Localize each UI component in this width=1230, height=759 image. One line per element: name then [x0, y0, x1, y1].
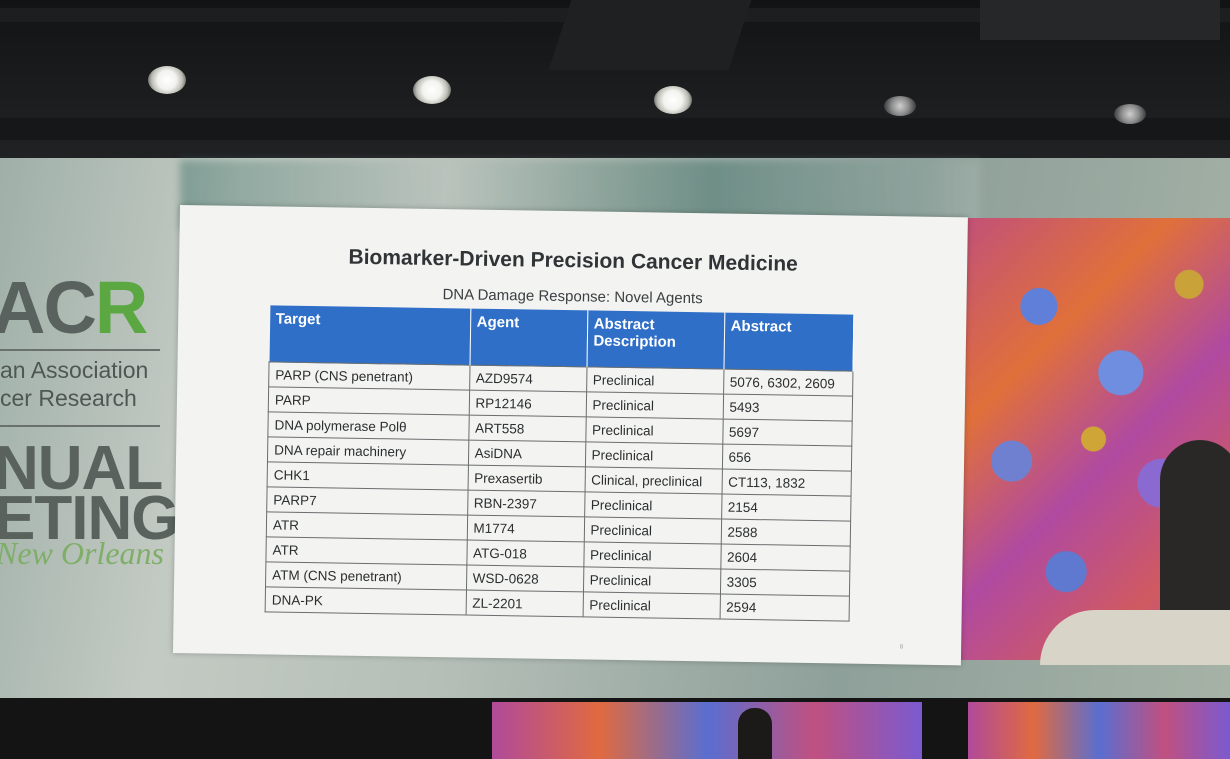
cell-abstract: 2154: [721, 494, 851, 522]
org-logo-accent-letter: R: [94, 266, 148, 349]
cell-description: Preclinical: [583, 516, 722, 545]
cell-abstract: 5493: [722, 394, 853, 422]
event-city: New Orleans: [0, 535, 164, 571]
presentation-slide: Biomarker-Driven Precision Cancer Medici…: [172, 205, 968, 666]
ceiling-truss: [980, 0, 1220, 40]
cell-target: ATR: [265, 536, 467, 566]
cell-target: ATR: [266, 511, 468, 541]
cell-description: Clinical, preclinical: [584, 466, 722, 495]
event-name-line-2: ETING: [0, 484, 179, 553]
cell-target: DNA-PK: [265, 586, 466, 616]
cell-abstract: 5697: [722, 419, 852, 447]
cell-target: CHK1: [267, 461, 468, 491]
person-silhouette: [738, 708, 772, 759]
column-header-abstract-description: Abstract Description: [586, 310, 725, 370]
agents-table: Target Agent Abstract Description Abstra…: [265, 305, 854, 622]
lower-screen-left: [492, 702, 922, 759]
column-header-abstract: Abstract: [723, 312, 854, 372]
conference-logo: ACR an Association cer Research NUAL ETI…: [0, 265, 180, 605]
cell-description: Preclinical: [583, 541, 721, 570]
column-header-agent: Agent: [469, 308, 588, 367]
podium: [1040, 610, 1230, 665]
cell-agent: ATG-018: [466, 540, 584, 567]
event-name-line-1: NUAL: [0, 434, 163, 503]
cell-agent: AsiDNA: [467, 440, 586, 467]
cell-description: Preclinical: [584, 441, 723, 470]
ceiling: [0, 0, 1230, 175]
table-header-row: Target Agent Abstract Description Abstra…: [269, 305, 854, 372]
cell-description: Preclinical: [586, 366, 724, 395]
cell-abstract: CT113, 1832: [721, 469, 851, 497]
cell-agent: Prexasertib: [467, 465, 585, 492]
stage-light: [148, 66, 186, 94]
logo-divider: [0, 425, 160, 427]
cell-agent: ART558: [468, 415, 586, 442]
org-logo-text: ACR: [0, 265, 148, 350]
cell-abstract: 2588: [720, 519, 851, 547]
cell-agent: M1774: [466, 515, 585, 542]
cell-target: PARP: [268, 386, 470, 416]
stage-light: [654, 86, 692, 114]
cell-abstract: 656: [721, 444, 852, 472]
cell-target: DNA repair machinery: [267, 436, 469, 466]
stage-light: [884, 96, 916, 116]
ceiling-truss: [0, 118, 1230, 140]
cell-abstract: 2594: [719, 594, 849, 622]
ceiling-truss: [548, 0, 752, 70]
stage-light: [413, 76, 451, 104]
cell-agent: AZD9574: [469, 365, 587, 392]
cell-abstract: 3305: [719, 569, 850, 597]
cell-agent: ZL-2201: [465, 590, 583, 617]
stage-light: [1114, 104, 1146, 124]
slide-title: Biomarker-Driven Precision Cancer Medici…: [348, 245, 798, 276]
org-name-line-2: cer Research: [0, 385, 137, 411]
cell-description: Preclinical: [585, 416, 723, 445]
column-header-target: Target: [269, 305, 471, 366]
cell-description: Preclinical: [585, 391, 724, 420]
cell-description: Preclinical: [584, 491, 722, 520]
cell-target: PARP7: [266, 486, 468, 516]
cell-target: ATM (CNS penetrant): [265, 561, 467, 591]
org-name-line-1: an Association: [0, 357, 149, 383]
logo-divider: [0, 349, 160, 351]
org-logo-letters: AC: [0, 266, 97, 349]
cell-target: DNA polymerase Polθ: [267, 411, 469, 441]
speaker-silhouette: [1160, 440, 1230, 640]
cell-agent: RP12146: [468, 390, 587, 417]
slide-page-number: 8: [899, 644, 904, 651]
cell-description: Preclinical: [582, 591, 720, 620]
cell-target: PARP (CNS penetrant): [268, 361, 470, 391]
cell-description: Preclinical: [582, 566, 721, 595]
cell-agent: RBN-2397: [467, 490, 585, 517]
cell-agent: WSD-0628: [465, 565, 584, 592]
cell-abstract: 2604: [720, 544, 850, 572]
lower-screen-right: [968, 702, 1230, 759]
cell-abstract: 5076, 6302, 2609: [723, 369, 853, 397]
